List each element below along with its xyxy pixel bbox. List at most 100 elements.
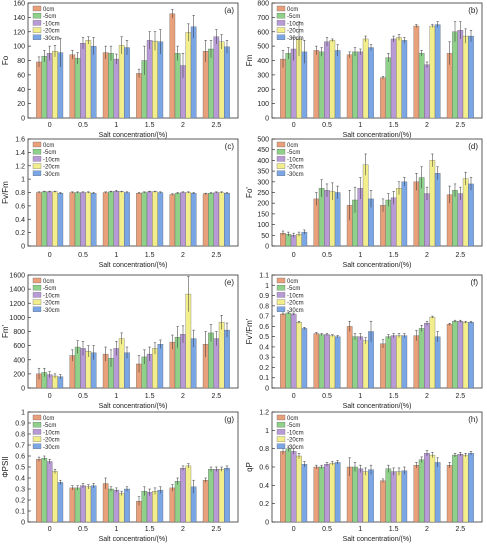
- x-axis-label: Salt concentration/(%): [99, 536, 168, 543]
- y-tick-label: 150: [257, 211, 269, 218]
- legend-label: -10cm: [43, 21, 60, 27]
- legend-label: -5cm: [43, 14, 56, 20]
- legend-label: -20cm: [287, 301, 304, 307]
- legend-label: -20cm: [287, 29, 304, 35]
- bar-minus30cm-1: [368, 47, 374, 119]
- legend-label: 0cm: [287, 279, 298, 285]
- legend-swatch: [276, 285, 286, 291]
- x-tick-label: 2.5: [455, 122, 465, 129]
- bar-minus5cm-1: [108, 191, 114, 247]
- y-tick-label: 0: [265, 386, 269, 393]
- legend-swatch: [32, 20, 42, 26]
- bar-minus10cm-0.5: [80, 485, 86, 523]
- bar-minus30cm-1.5: [401, 40, 408, 119]
- bar-0cm-1: [346, 54, 353, 119]
- bar-minus20cm-1: [118, 338, 125, 389]
- y-axis-label: qP: [245, 462, 254, 472]
- bar-minus5cm-2.5: [208, 48, 214, 119]
- legend-label: 0cm: [43, 143, 54, 149]
- x-tick-label: 2.5: [211, 252, 221, 259]
- bar-0cm-0.5: [313, 333, 320, 389]
- x-tick-label: 2: [425, 122, 429, 129]
- panel-tag: (b): [468, 6, 478, 15]
- y-tick-label: 0.8: [259, 303, 269, 310]
- plot-frame: [271, 274, 483, 389]
- bar-minus30cm-2.5: [224, 46, 230, 119]
- bar-0cm-2.5: [446, 465, 453, 523]
- bar-minus5cm-1: [108, 488, 114, 523]
- panel-tag: (f): [470, 278, 478, 287]
- x-tick-label: 0.5: [78, 252, 88, 259]
- bar-0cm-2: [169, 13, 176, 119]
- bar-0cm-1.5: [136, 193, 142, 247]
- y-tick-label: 0.5: [259, 334, 269, 341]
- x-tick-label: 2.5: [455, 526, 465, 533]
- bar-minus20cm-2: [429, 316, 436, 389]
- y-tick-label: 0: [21, 386, 25, 393]
- x-tick-label: 1: [114, 393, 118, 400]
- y-tick-label: 160: [13, 1, 25, 8]
- bar-minus10cm-0.5: [324, 190, 330, 247]
- y-tick-label: 1: [265, 283, 269, 290]
- bar-0cm-1: [102, 52, 109, 119]
- bar-0cm-2: [413, 335, 420, 389]
- y-tick-label: 80: [17, 58, 25, 65]
- bar-minus30cm-0.5: [334, 192, 341, 247]
- bar-minus10cm-1.5: [390, 197, 397, 247]
- bar-minus10cm-0.5: [324, 334, 330, 389]
- bar-minus30cm-1: [124, 488, 130, 523]
- bar-minus30cm-2.5: [468, 453, 474, 523]
- legend-swatch: [32, 422, 42, 428]
- bar-minus5cm-2.5: [208, 469, 214, 523]
- bar-minus10cm-1.5: [146, 191, 153, 247]
- x-axis-label: Salt concentration/(%): [99, 403, 168, 410]
- bar-minus5cm-0.5: [318, 51, 325, 119]
- y-tick-label: 200: [13, 371, 25, 378]
- legend-swatch: [32, 5, 42, 12]
- legend-swatch: [276, 292, 286, 298]
- x-tick-label: 1.5: [389, 252, 399, 259]
- y-axis-label: Fm: [245, 54, 254, 66]
- x-tick-label: 1: [114, 252, 118, 259]
- y-tick-label: 1400: [9, 287, 25, 294]
- legend-swatch: [32, 285, 42, 291]
- y-tick-label: 0.4: [15, 476, 25, 483]
- y-tick-label: 500: [257, 44, 269, 51]
- legend-swatch: [32, 277, 42, 284]
- x-tick-label: 0: [48, 393, 52, 400]
- y-tick-label: 0.8: [15, 432, 25, 439]
- x-tick-label: 1.5: [145, 122, 155, 129]
- bar-minus20cm-2: [185, 192, 192, 247]
- bar-minus5cm-2.5: [452, 454, 458, 523]
- legend-label: -30cm: [287, 445, 304, 451]
- y-tick-label: 450: [257, 147, 269, 154]
- legend-label: -10cm: [287, 430, 304, 436]
- y-tick-label: 0.2: [15, 498, 25, 505]
- legend-label: -20cm: [287, 165, 304, 171]
- legend-label: -30cm: [287, 308, 304, 314]
- x-tick-label: 1: [358, 122, 362, 129]
- y-tick-label: 0: [21, 116, 25, 123]
- bar-minus5cm-1: [352, 336, 358, 389]
- legend-swatch: [276, 141, 286, 148]
- y-tick-label: 0.4: [259, 483, 269, 490]
- x-tick-label: 1: [358, 526, 362, 533]
- bar-minus5cm-0.5: [74, 192, 81, 247]
- x-tick-label: 0: [292, 252, 296, 259]
- y-tick-label: 0.2: [15, 230, 25, 237]
- bar-minus5cm-0: [41, 56, 48, 119]
- bar-minus10cm-1: [113, 58, 120, 119]
- bar-minus30cm-2: [190, 193, 197, 247]
- bar-minus30cm-1: [368, 469, 374, 523]
- bar-minus30cm-2.5: [468, 322, 474, 389]
- legend-label: -30cm: [43, 445, 60, 451]
- y-tick-label: 0.6: [15, 203, 25, 210]
- y-tick-label: 0.9: [15, 421, 25, 428]
- legend-swatch: [276, 443, 286, 449]
- y-tick-label: 20: [17, 101, 25, 108]
- y-tick-label: 0: [21, 520, 25, 527]
- bar-minus5cm-1: [352, 51, 358, 119]
- x-tick-label: 0.5: [322, 526, 332, 533]
- y-tick-label: 1.2: [15, 163, 25, 170]
- y-tick-label: 140: [13, 15, 25, 22]
